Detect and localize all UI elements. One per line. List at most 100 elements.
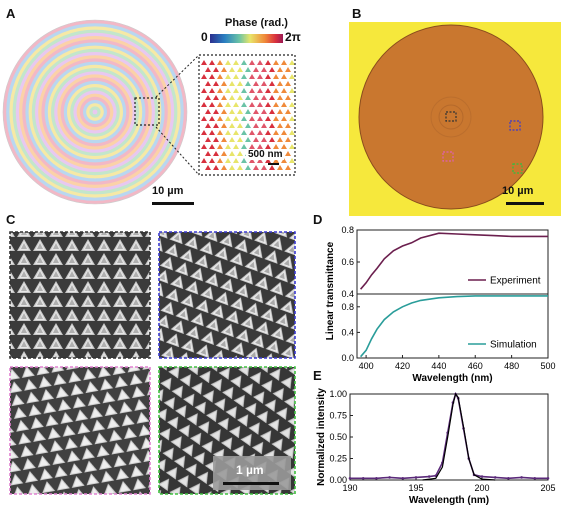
inset-triangle [249,60,255,65]
inset-triangle [225,144,231,149]
inset-triangle [221,109,227,114]
inset-triangle [225,116,231,121]
inset-triangle [265,116,271,121]
inset-triangle [229,123,235,128]
inset-triangle [201,88,207,93]
inset-triangle [277,67,283,72]
inset-triangle [213,137,219,142]
inset-triangle [241,74,247,79]
inset-triangle [265,144,271,149]
marker-green [512,163,523,174]
legend-label: Experiment [490,276,541,287]
inset-triangle [209,130,215,135]
inset-triangle [221,137,227,142]
inset-triangle [265,74,271,79]
inset-triangle [221,123,227,128]
inset-triangle [269,81,275,86]
inset-triangle [209,74,215,79]
inset-triangle [253,137,259,142]
inset-triangle [217,130,223,135]
inset-triangle [277,109,283,114]
inset-triangle [213,165,219,170]
inset-triangle [281,144,287,149]
sem-frame-bottom-right [158,366,296,495]
inset-triangle [233,102,239,107]
inset-triangle [281,74,287,79]
inset-triangle [205,165,211,170]
inset-triangle [225,102,231,107]
plot-frame [349,393,549,481]
inset-triangle [277,165,283,170]
y-tick-label: 0.25 [329,454,347,464]
inset-triangle [213,67,219,72]
disk-outline [2,19,188,205]
inset-triangle [257,158,263,163]
inset-triangle [209,60,215,65]
inset-triangle [273,74,279,79]
inset-triangle [289,130,295,135]
inset-triangle [253,109,259,114]
inset-triangle [249,130,255,135]
inset-triangle [261,137,267,142]
inset-triangle [209,88,215,93]
inset-triangle [213,123,219,128]
inset-triangle [201,130,207,135]
inset-triangle [273,102,279,107]
inset-triangle [245,109,251,114]
inset-triangle [273,144,279,149]
panel-label-e: E [313,368,322,383]
inset-triangle [281,88,287,93]
x-tick-label: 420 [395,361,410,371]
inset-triangle [261,109,267,114]
inset-triangle [221,165,227,170]
data-point [414,476,418,479]
inset-triangle [237,81,243,86]
panel-label-b: B [352,6,362,21]
inset-triangle [217,116,223,121]
inset-triangle [257,144,263,149]
inset-source-box [134,97,160,126]
inset-triangle [289,60,295,65]
x-tick-label: 440 [431,361,446,371]
sem-image-top-right [159,232,295,358]
inset-triangle [273,130,279,135]
sem-image-top-left [10,232,150,358]
y-tick-label: 0.6 [341,257,354,267]
inset-triangle [205,81,211,86]
inset-triangle [245,95,251,100]
inset-triangle [201,116,207,121]
inset-triangle [277,81,283,86]
x-axis-label: Wavelength (nm) [409,495,489,506]
inset-triangle [229,67,235,72]
inset-triangle [233,60,239,65]
inset-scalebar [268,163,279,165]
inset-triangle [201,60,207,65]
y-tick-label: 0.4 [341,327,354,337]
sem-scalebar-label: 1 µm [236,463,264,477]
inset-triangle [253,95,259,100]
x-tick-label: 500 [540,361,555,371]
y-tick-label: 0.50 [329,432,347,442]
inset-triangle [273,88,279,93]
inset-triangle [269,95,275,100]
data-point [388,476,391,479]
inset-triangle [289,144,295,149]
inset-triangle [225,74,231,79]
inset-triangle [285,67,291,72]
y-tick-label: 0.8 [341,225,354,235]
inset-triangle [281,102,287,107]
inset-frame [198,54,296,176]
panel-a-metalens-disk [2,19,188,205]
data-point [361,476,365,480]
inset-triangle [237,137,243,142]
inset-triangle [209,144,215,149]
inset-triangle [217,158,223,163]
inset-triangle [205,137,211,142]
inset-triangle [281,60,287,65]
inset-triangle [233,144,239,149]
inset-triangle [213,81,219,86]
y-tick-label: 1.00 [329,389,347,399]
inset-triangle [253,81,259,86]
x-tick-label: 460 [468,361,483,371]
